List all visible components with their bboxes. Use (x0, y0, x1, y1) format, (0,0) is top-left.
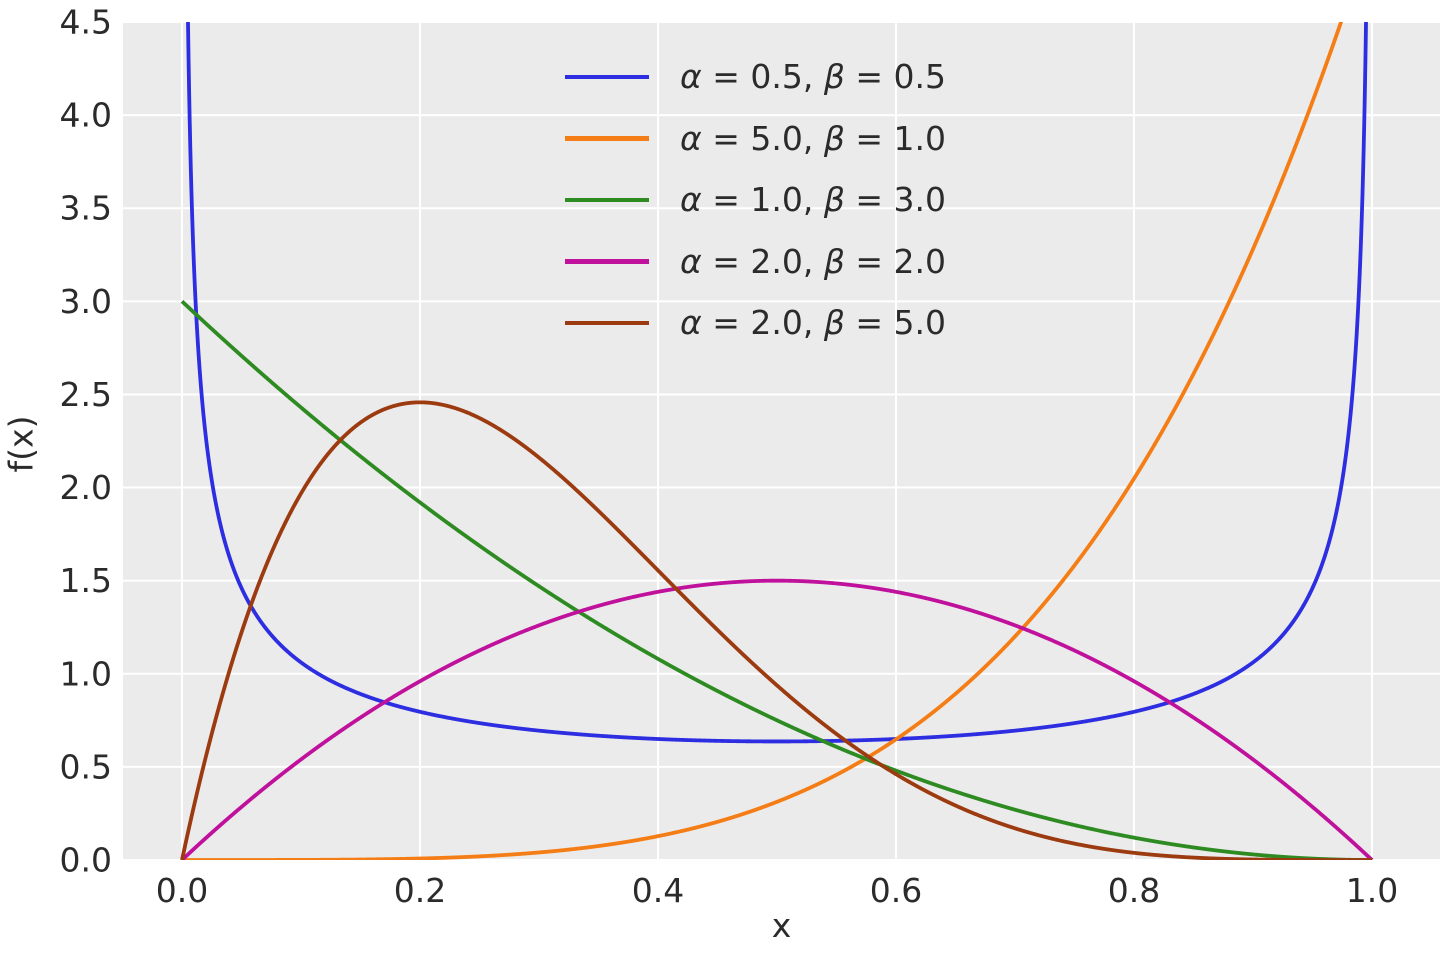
curve-alpha-2-beta-2 (180, 578, 1374, 860)
legend-entry: α = 2.0, β = 2.0 (565, 231, 946, 293)
x-tick-label: 0.4 (632, 871, 684, 910)
y-tick-label: 2.5 (60, 375, 112, 414)
legend-line-swatch (565, 197, 649, 202)
curves (180, 22, 1374, 860)
legend-label: α = 2.0, β = 2.0 (680, 241, 947, 281)
legend-entry: α = 5.0, β = 1.0 (565, 108, 946, 170)
legend-line-swatch (565, 320, 649, 325)
x-tick-label: 0.8 (1108, 871, 1160, 910)
y-tick-label: 4.0 (60, 96, 112, 135)
y-tick-labels: 0.0 0.5 1.0 1.5 2.0 2.5 3.0 3.5 4.0 4.5 (60, 3, 112, 880)
legend-line-swatch (565, 74, 649, 79)
y-tick-label: 0.5 (60, 747, 112, 786)
y-tick-label: 1.5 (60, 561, 112, 600)
curve-alpha-2-beta-5 (180, 400, 1374, 860)
legend-label: α = 5.0, β = 1.0 (680, 118, 947, 158)
legend-entry: α = 2.0, β = 5.0 (565, 292, 946, 354)
legend-line-swatch (565, 136, 649, 141)
x-tick-label: 1.0 (1346, 871, 1398, 910)
legend: α = 0.5, β = 0.5 α = 5.0, β = 1.0 α = 1.0,… (565, 46, 946, 354)
curve-alpha-0.5-beta-0.5 (186, 22, 1368, 744)
x-tick-label: 0.2 (394, 871, 446, 910)
curve-alpha-1-beta-3 (180, 299, 1374, 860)
x-tick-labels: 0.0 0.2 0.4 0.6 0.8 1.0 (156, 871, 1398, 910)
y-tick-label: 1.0 (60, 654, 112, 693)
curve-alpha-5-beta-1 (180, 22, 1344, 860)
legend-line-swatch (565, 259, 649, 264)
y-tick-label: 3.0 (60, 282, 112, 321)
x-tick-label: 0.0 (156, 871, 208, 910)
legend-label: α = 2.0, β = 5.0 (680, 303, 947, 343)
y-tick-label: 4.5 (60, 3, 112, 42)
legend-label: α = 1.0, β = 3.0 (680, 180, 947, 220)
y-tick-label: 2.0 (60, 468, 112, 507)
legend-entry: α = 1.0, β = 3.0 (565, 169, 946, 231)
y-tick-label: 3.5 (60, 189, 112, 228)
legend-label: α = 0.5, β = 0.5 (680, 57, 947, 97)
y-axis-label: f(x) (1, 415, 41, 473)
y-tick-label: 0.0 (60, 841, 112, 880)
x-axis-label: x (771, 906, 792, 945)
legend-entry: α = 0.5, β = 0.5 (565, 46, 946, 108)
x-tick-label: 0.6 (870, 871, 922, 910)
